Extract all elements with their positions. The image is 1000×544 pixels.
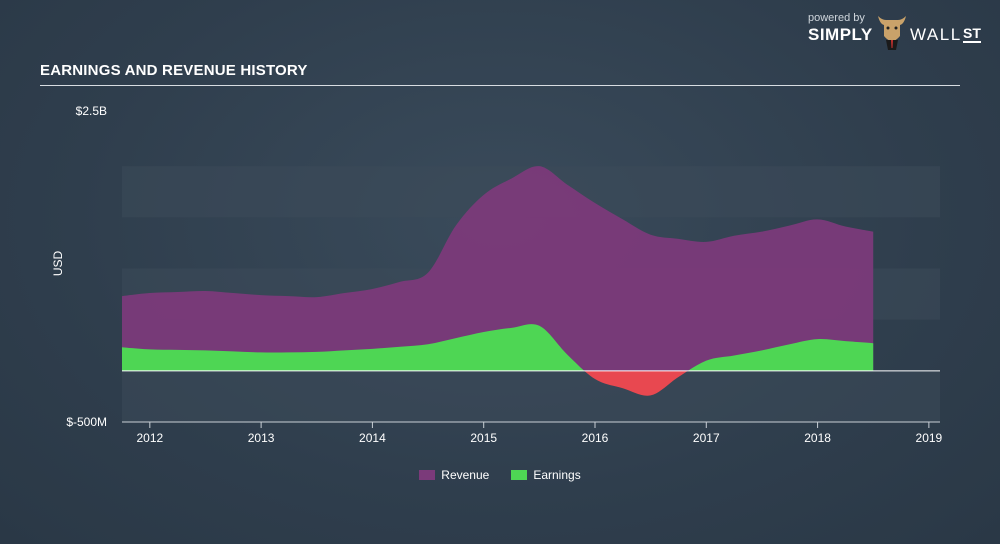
legend-label-earnings: Earnings: [533, 468, 581, 482]
x-tick-label: 2012: [136, 431, 163, 445]
y-tick-label: $2.5B: [76, 104, 107, 118]
brand-wall: WALL: [910, 25, 962, 44]
x-tick-label: 2013: [248, 431, 275, 445]
brand-logo: powered by SIMPLY WALL ST: [808, 12, 988, 52]
legend-swatch-revenue: [419, 470, 436, 480]
legend-item-earnings: Earnings: [511, 468, 581, 482]
chart-title: EARNINGS AND REVENUE HISTORY: [40, 62, 308, 79]
y-axis-label: USD: [51, 251, 65, 277]
x-tick-label: 2017: [693, 431, 720, 445]
earnings-area: [122, 324, 874, 371]
chart-legend: Revenue Earnings: [0, 468, 1000, 482]
legend-swatch-earnings: [511, 470, 528, 480]
x-tick-label: 2019: [916, 431, 943, 445]
y-tick-label: $-500M: [66, 415, 107, 429]
brand-st: ST: [963, 25, 981, 43]
legend-label-revenue: Revenue: [441, 468, 490, 482]
powered-by-label: powered by: [808, 12, 865, 24]
bull-icon: [878, 16, 906, 50]
title-divider: [40, 85, 960, 86]
x-tick-label: 2014: [359, 431, 386, 445]
revenue-area: [122, 166, 874, 371]
x-tick-label: 2016: [582, 431, 609, 445]
brand-simply: SIMPLY: [808, 25, 873, 44]
legend-item-revenue: Revenue: [419, 468, 489, 482]
grid-band: [122, 370, 940, 422]
x-tick-label: 2015: [470, 431, 497, 445]
x-tick-label: 2018: [804, 431, 831, 445]
earnings-negative-area: [584, 370, 688, 396]
